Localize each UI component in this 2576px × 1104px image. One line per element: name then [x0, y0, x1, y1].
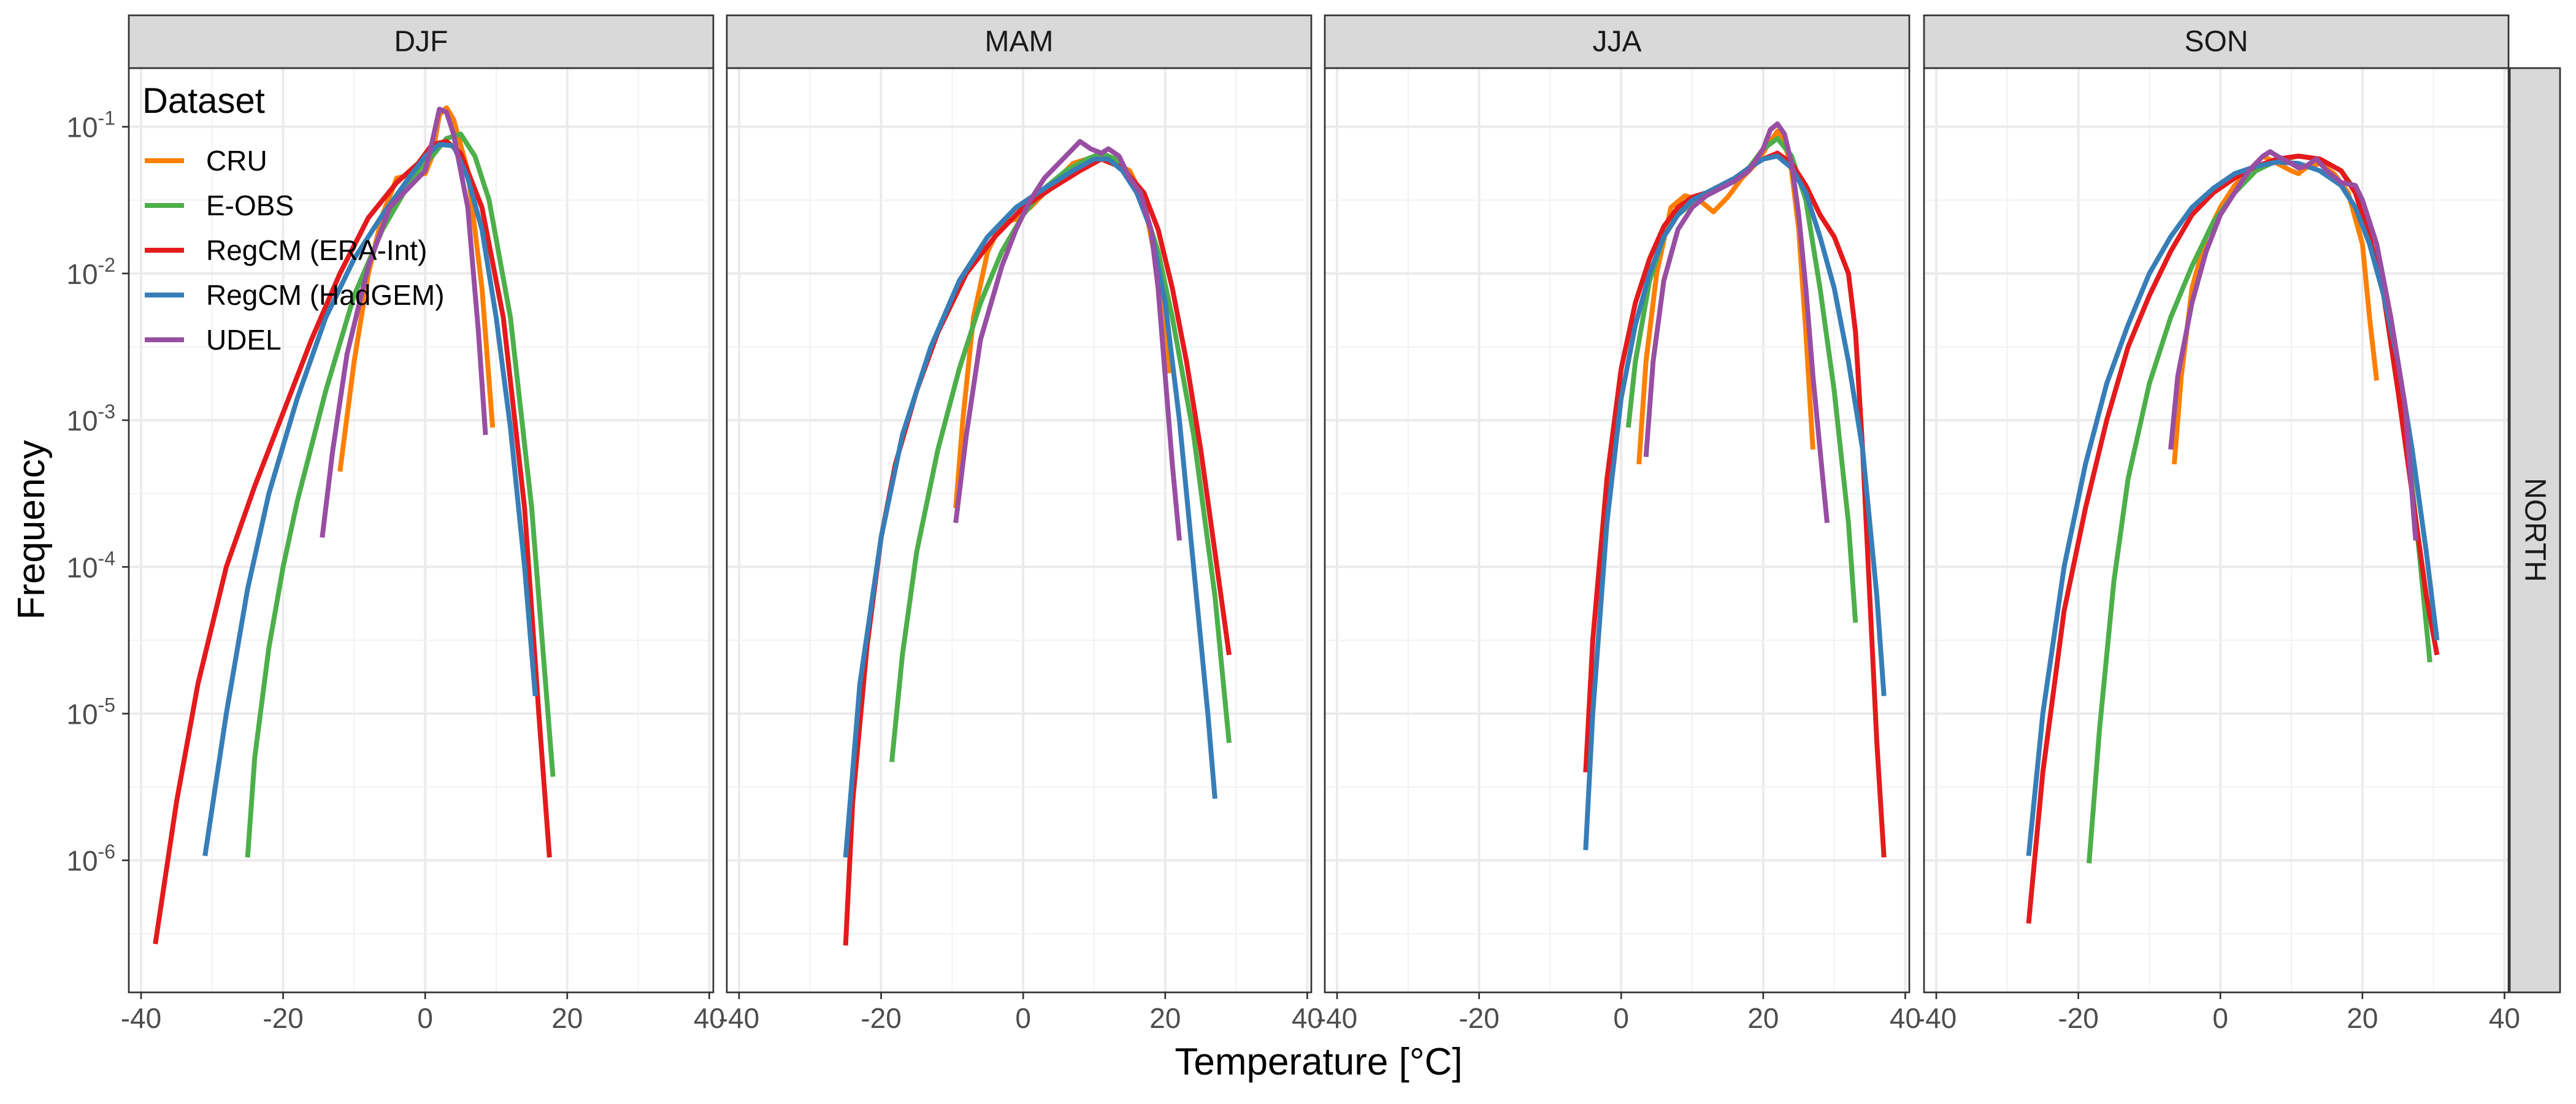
- x-tick-label: 0: [1613, 1002, 1629, 1034]
- series-regcm-hadgem: [202, 142, 538, 857]
- y-tick-label: 10-1: [66, 107, 115, 144]
- y-tick-label: 10-5: [66, 694, 115, 730]
- series-cru: [953, 153, 1171, 508]
- x-tick-label: -20: [861, 1002, 901, 1034]
- facet-strip: [1923, 14, 2510, 69]
- panels-layer: DJF -40 -20 0 20 40 10-6 10-5 10-4 10-3 10-2 10-1 MA…: [66, 14, 2520, 1034]
- legend-item: E-OBS: [145, 190, 294, 221]
- x-tick-label: -40: [719, 1002, 759, 1034]
- legend-label: RegCM (HadGEM): [206, 279, 445, 311]
- y-axis-title: Frequency: [10, 440, 53, 620]
- gridlines: [129, 68, 713, 992]
- facet-strip-label: SON: [2184, 26, 2248, 58]
- x-tick-label: 40: [2489, 1002, 2520, 1034]
- facet-strip: [128, 14, 715, 69]
- row-strip: NORTH: [2509, 67, 2561, 994]
- facet-strip-label: DJF: [394, 26, 448, 58]
- legend-label: RegCM (ERA-Int): [206, 234, 427, 266]
- x-tick-label: -40: [121, 1002, 161, 1034]
- series-udel: [953, 139, 1182, 541]
- panel-djf: DJF -40 -20 0 20 40 10-6 10-5 10-4 10-3 10-2 10-1: [66, 14, 725, 1034]
- gridlines: [727, 68, 1311, 992]
- x-tick-label: 20: [1149, 1002, 1181, 1034]
- series-udel: [320, 107, 488, 538]
- y-tick-label: 10-6: [66, 841, 115, 877]
- x-tick-label: 40: [694, 1002, 725, 1034]
- x-tick-label: -40: [1317, 1002, 1357, 1034]
- x-axis-title: Temperature [°C]: [1175, 1041, 1462, 1083]
- legend-item: RegCM (HadGEM): [145, 279, 445, 311]
- series-e-obs: [889, 150, 1232, 762]
- legend-label: UDEL: [206, 324, 282, 356]
- y-tick-label: 10-2: [66, 254, 115, 290]
- legend-item: RegCM (ERA-Int): [145, 234, 427, 266]
- x-tick-label: 0: [417, 1002, 433, 1034]
- series-regcm-hadgem: [1583, 153, 1887, 851]
- panel-mam: MAM -40 -20 0 20 40: [719, 14, 1323, 1034]
- panel-border: [1324, 67, 1911, 994]
- gridlines: [1325, 68, 1909, 992]
- row-strip-background: [2509, 67, 2561, 994]
- y-tick-label: 10-3: [66, 401, 115, 437]
- facet-strip-label: MAM: [985, 26, 1054, 58]
- legend-item: UDEL: [145, 324, 282, 356]
- legend-title: Dataset: [142, 81, 265, 121]
- facet-strip: [726, 14, 1313, 69]
- x-tick-label: -20: [2058, 1002, 2098, 1034]
- series-regcm-hadgem: [2026, 159, 2440, 856]
- facet-strip-label: JJA: [1592, 26, 1641, 58]
- panel-son: SON -40 -20 0 20 40: [1916, 14, 2520, 1034]
- x-tick-label: -20: [1459, 1002, 1499, 1034]
- series-regcm-era-int: [843, 156, 1232, 946]
- legend-item: CRU: [145, 145, 267, 177]
- y-tick-label: 10-4: [66, 547, 115, 583]
- x-tick-label: -40: [1916, 1002, 1957, 1034]
- series-udel: [2168, 149, 2418, 541]
- x-tick-label: 20: [1747, 1002, 1779, 1034]
- legend-label: E-OBS: [206, 190, 294, 221]
- series-regcm-era-int: [153, 139, 552, 945]
- series-regcm-era-int: [1583, 150, 1887, 858]
- x-tick-label: 0: [1015, 1002, 1031, 1034]
- x-tick-label: 40: [1292, 1002, 1323, 1034]
- series-regcm-hadgem: [843, 156, 1217, 858]
- x-tick-label: 0: [2212, 1002, 2228, 1034]
- panel-jja: JJA -40 -20 0 20 40: [1317, 14, 1921, 1034]
- row-strip-label: NORTH: [2519, 478, 2551, 582]
- series-e-obs: [1625, 136, 1858, 623]
- x-tick-label: -20: [263, 1002, 303, 1034]
- legend-label: CRU: [206, 145, 267, 177]
- series-e-obs: [245, 131, 556, 858]
- legend: Dataset CRU E-OBS RegCM (ERA-Int) RegCM (Ha…: [142, 81, 445, 356]
- x-tick-label: 20: [551, 1002, 583, 1034]
- facet-strip: [1324, 14, 1911, 69]
- x-tick-label: 40: [1890, 1002, 1921, 1034]
- series-udel: [1643, 121, 1830, 523]
- x-tick-label: 20: [2347, 1002, 2378, 1034]
